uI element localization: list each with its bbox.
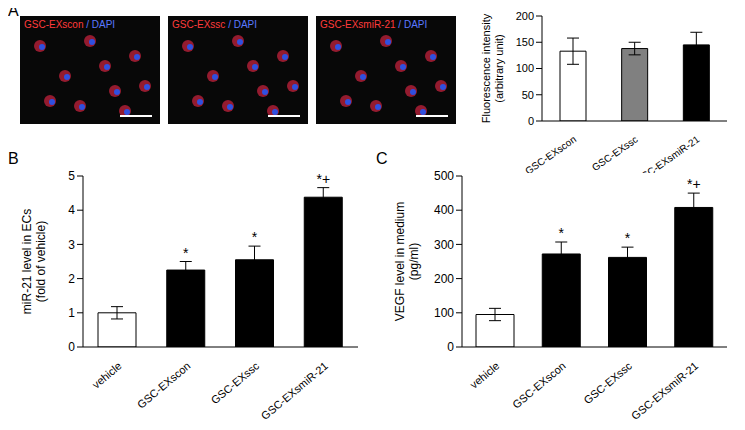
svg-text:GSC-EXscon: GSC-EXscon <box>510 359 568 410</box>
svg-text:*: * <box>559 225 565 241</box>
svg-text:100: 100 <box>516 62 534 74</box>
svg-text:*+: *+ <box>687 176 701 192</box>
html-text:B: B <box>8 150 19 167</box>
svg-text:miR-21 level in ECs(fold of ve: miR-21 level in ECs(fold of vehicle) <box>20 209 48 314</box>
svg-text:0: 0 <box>447 340 454 354</box>
svg-text:GSC-EXsmiR-21: GSC-EXsmiR-21 <box>259 359 330 422</box>
svg-text:Fluorescence intensity(arbitra: Fluorescence intensity(arbitrary unit) <box>480 13 505 123</box>
svg-text:*: * <box>625 230 631 246</box>
svg-text:150: 150 <box>516 36 534 48</box>
html-text:A: A <box>8 2 19 19</box>
svg-text:GSC-EXssc: GSC-EXssc <box>209 359 262 406</box>
svg-text:vehicle: vehicle <box>90 359 124 390</box>
svg-text:5: 5 <box>68 169 75 183</box>
svg-text:200: 200 <box>516 10 534 22</box>
svg-text:50: 50 <box>522 89 534 101</box>
svg-text:1: 1 <box>68 306 75 320</box>
svg-text:*: * <box>252 229 258 245</box>
svg-text:GSC-EXsmiR-21: GSC-EXsmiR-21 <box>633 133 702 173</box>
svg-text:2: 2 <box>68 272 75 286</box>
svg-text:vehicle: vehicle <box>468 359 502 390</box>
svg-text:GSC-EXssc: GSC-EXssc <box>590 134 640 173</box>
svg-text:VEGF level in medium(pg/ml): VEGF level in medium(pg/ml) <box>393 202 421 321</box>
svg-text:GSC-EXscon / DAPI: GSC-EXscon / DAPI <box>24 19 115 30</box>
svg-text:GSC-EXssc: GSC-EXssc <box>581 359 634 406</box>
svg-text:100: 100 <box>434 306 454 320</box>
svg-text:200: 200 <box>434 272 454 286</box>
svg-text:500: 500 <box>434 169 454 183</box>
svg-text:300: 300 <box>434 238 454 252</box>
svg-text:4: 4 <box>68 203 75 217</box>
svg-text:*+: *+ <box>316 171 330 187</box>
svg-text:400: 400 <box>434 203 454 217</box>
svg-text:GSC-EXsmiR-21: GSC-EXsmiR-21 <box>629 359 700 422</box>
html-text:C: C <box>376 150 388 167</box>
svg-text:GSC-EXsmiR-21 / DAPI: GSC-EXsmiR-21 / DAPI <box>320 19 427 30</box>
svg-text:0: 0 <box>528 115 534 127</box>
svg-text:3: 3 <box>68 238 75 252</box>
svg-text:*: * <box>183 245 189 261</box>
svg-text:GSC-EXssc / DAPI: GSC-EXssc / DAPI <box>172 19 257 30</box>
svg-text:GSC-EXscon: GSC-EXscon <box>523 134 578 173</box>
svg-text:GSC-EXscon: GSC-EXscon <box>135 359 193 410</box>
svg-text:0: 0 <box>68 340 75 354</box>
